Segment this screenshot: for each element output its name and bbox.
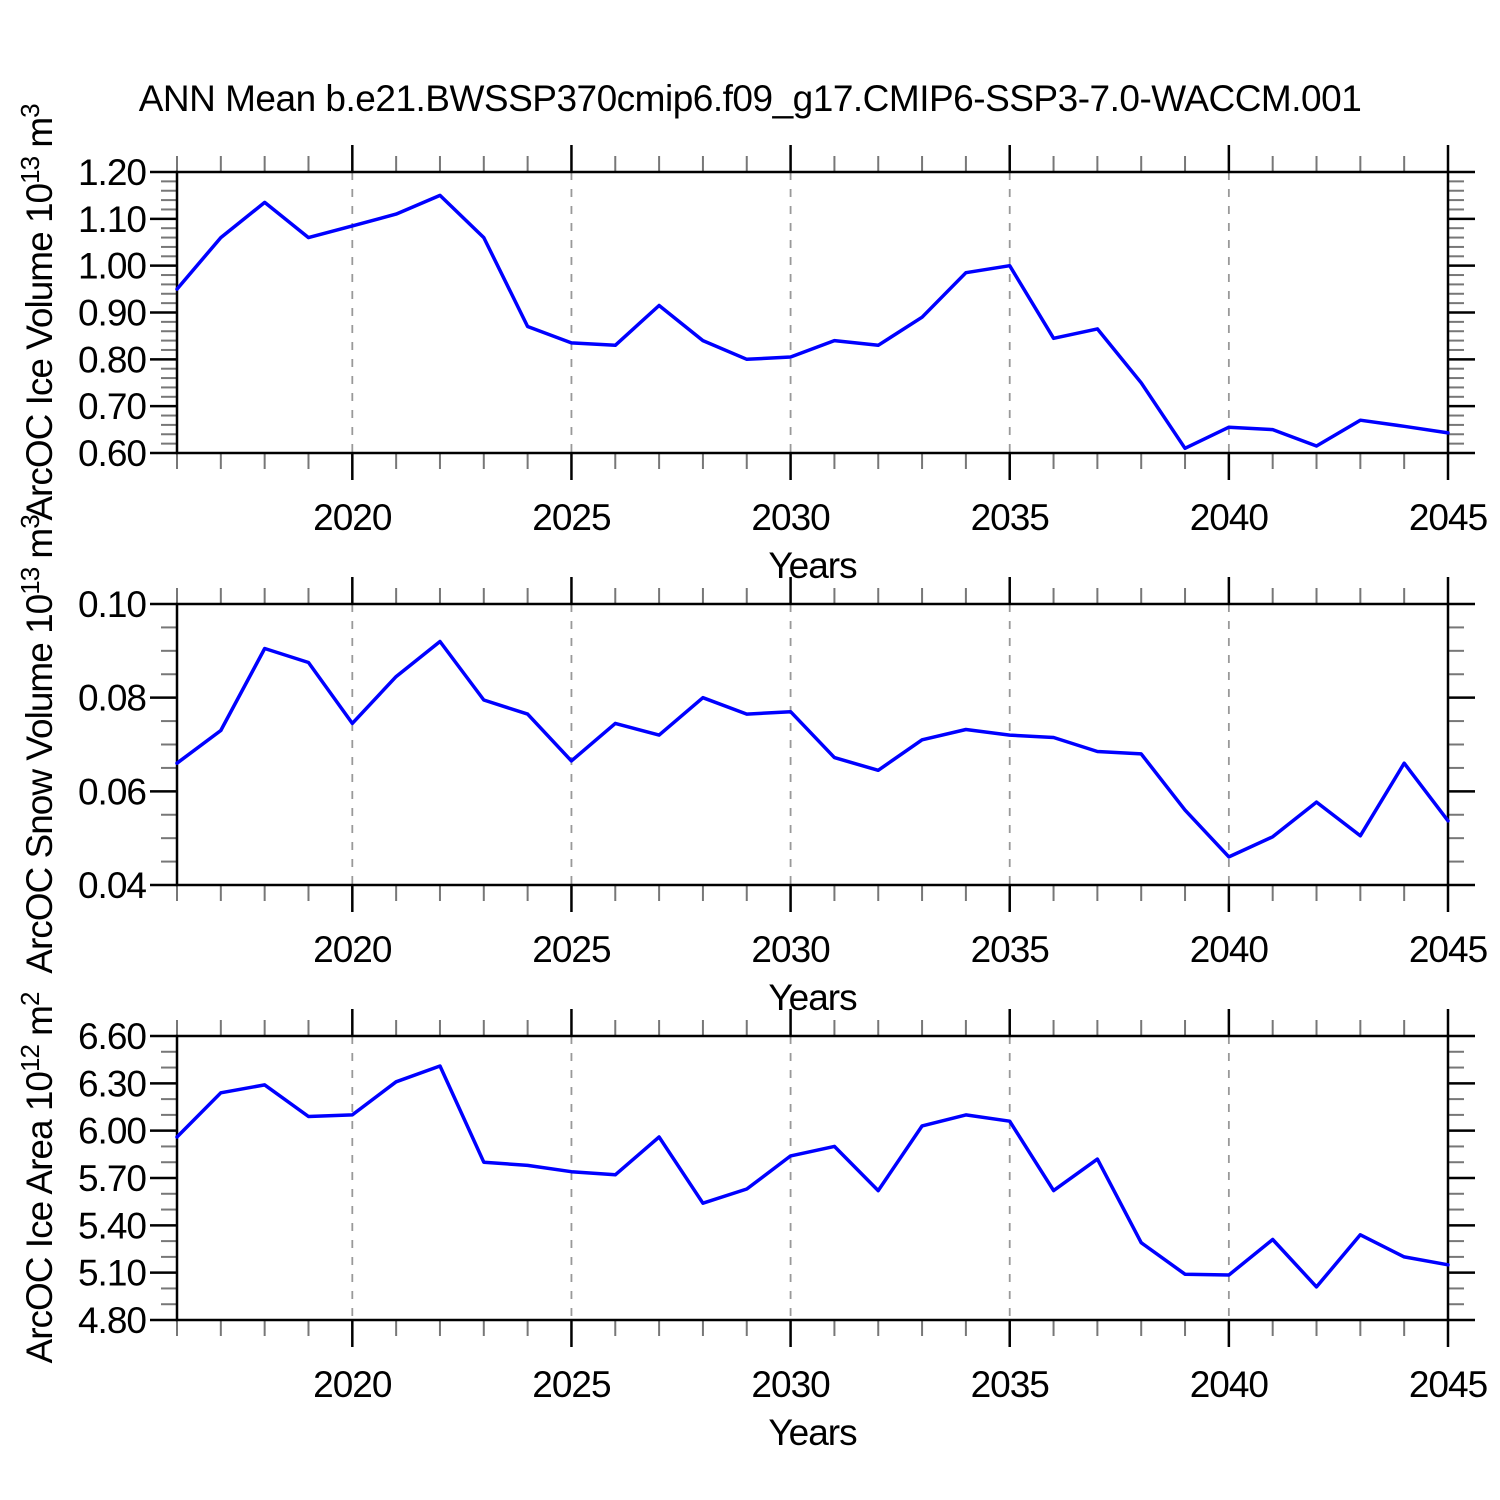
y-axis-label: ArcOC Ice Area 1012 m2: [15, 992, 60, 1364]
y-tick-label: 6.60: [78, 1016, 146, 1057]
x-tick-label: 2020: [313, 929, 392, 970]
axis-frame: [175, 1034, 1450, 1322]
y-tick-label: 6.00: [78, 1111, 146, 1152]
y-tick-label: 5.70: [78, 1158, 146, 1199]
panel-arcoc-snow-volume: 2020 2025 2030 2035 2040 2045 0.04 0.06 0.08 0.10…: [15, 515, 1489, 1018]
x-tick-label: 2030: [751, 1364, 830, 1405]
x-tick-label: 2030: [751, 497, 830, 538]
panel-arcoc-ice-area: 2020 2025 2030 2035 2040 2045 4.80 5.10 5.40 5.70…: [15, 992, 1489, 1453]
y-tick-label: 4.80: [78, 1300, 146, 1341]
y-tick-label: 5.40: [78, 1205, 146, 1246]
x-tick-label: 2030: [751, 929, 830, 970]
y-tick-label: 0.70: [78, 386, 146, 427]
x-tick-label: 2025: [532, 929, 611, 970]
x-tick-label: 2045: [1409, 497, 1488, 538]
y-tick-label: 1.10: [78, 199, 146, 240]
x-tick-label: 2035: [971, 1364, 1050, 1405]
x-tick-label: 2020: [313, 1364, 392, 1405]
x-tick-label: 2045: [1409, 1364, 1488, 1405]
y-tick-label: 0.80: [78, 339, 146, 380]
panel-arcoc-ice-volume: 2020 2025 2030 2035 2040 2045 0.60 0.70 0.80 0.90…: [15, 104, 1489, 586]
y-tick-label: 1.00: [78, 246, 146, 287]
x-axis-label: Years: [768, 977, 857, 1018]
data-line-arcoc-ice-area: [175, 1064, 1450, 1289]
data-line-arcoc-snow-volume: [175, 639, 1450, 859]
x-tick-label: 2040: [1190, 497, 1269, 538]
y-tick-label: 0.06: [78, 771, 146, 812]
x-tick-label: 2035: [971, 929, 1050, 970]
axis-frame: [175, 602, 1450, 887]
x-tick-label: 2035: [971, 497, 1050, 538]
x-axis-label: Years: [768, 545, 857, 586]
axis-frame: [175, 170, 1450, 455]
chart-title: ANN Mean b.e21.BWSSP370cmip6.f09_g17.CMI…: [138, 78, 1362, 119]
x-tick-label: 2020: [313, 497, 392, 538]
x-tick-label: 2025: [532, 1364, 611, 1405]
y-tick-label: 0.90: [78, 293, 146, 334]
x-tick-label: 2040: [1190, 1364, 1269, 1405]
y-tick-label: 6.30: [78, 1063, 146, 1104]
x-tick-label: 2045: [1409, 929, 1488, 970]
x-tick-label: 2025: [532, 497, 611, 538]
y-tick-label: 0.08: [78, 678, 146, 719]
y-tick-label: 0.60: [78, 433, 146, 474]
x-tick-label: 2040: [1190, 929, 1269, 970]
data-line-arcoc-ice-volume: [175, 193, 1450, 451]
y-axis-label: ArcOC Ice Volume 1013 m3: [15, 104, 60, 521]
x-axis-label: Years: [768, 1412, 857, 1453]
y-axis-label: ArcOC Snow Volume 1013 m3: [15, 515, 60, 974]
y-tick-label: 5.10: [78, 1253, 146, 1294]
y-tick-label: 0.10: [78, 584, 146, 625]
y-tick-label: 1.20: [78, 152, 146, 193]
y-tick-label: 0.04: [78, 865, 146, 906]
